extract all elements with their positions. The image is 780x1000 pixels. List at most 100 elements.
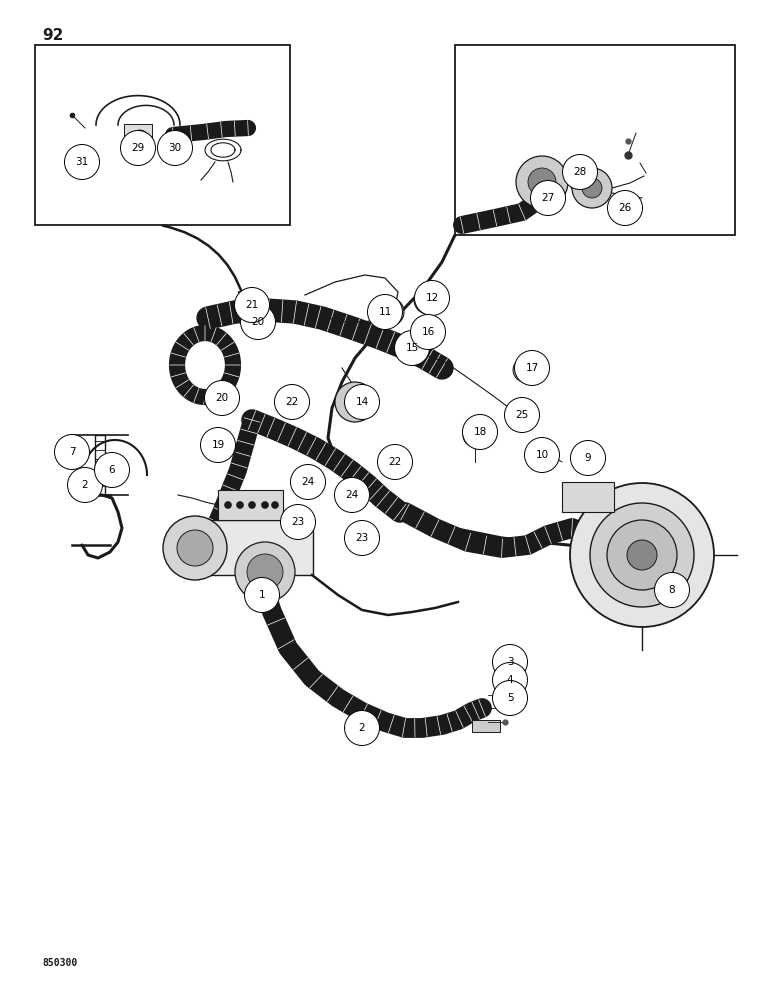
- Text: 20: 20: [215, 393, 229, 403]
- Circle shape: [414, 286, 442, 314]
- Circle shape: [463, 414, 498, 450]
- Text: 19: 19: [211, 440, 225, 450]
- Circle shape: [524, 438, 559, 473]
- Text: 9: 9: [585, 453, 591, 463]
- Circle shape: [505, 405, 525, 425]
- Circle shape: [225, 502, 232, 508]
- Circle shape: [572, 168, 612, 208]
- Circle shape: [654, 572, 690, 608]
- Text: 12: 12: [425, 293, 438, 303]
- Text: 4: 4: [507, 675, 513, 685]
- Circle shape: [570, 440, 605, 476]
- Text: 16: 16: [421, 327, 434, 337]
- Circle shape: [367, 294, 402, 330]
- Circle shape: [513, 358, 537, 382]
- Circle shape: [235, 288, 270, 322]
- Circle shape: [492, 645, 527, 680]
- Circle shape: [570, 483, 714, 627]
- Text: 24: 24: [346, 490, 359, 500]
- Circle shape: [55, 434, 90, 470]
- Text: 8: 8: [668, 585, 675, 595]
- Text: 17: 17: [526, 363, 539, 373]
- Circle shape: [505, 397, 540, 432]
- Circle shape: [200, 428, 236, 462]
- Circle shape: [204, 380, 239, 416]
- Circle shape: [345, 384, 380, 420]
- Bar: [218, 490, 283, 520]
- Text: 6: 6: [108, 465, 115, 475]
- Circle shape: [345, 392, 365, 412]
- Text: 30: 30: [168, 143, 182, 153]
- Circle shape: [275, 384, 310, 420]
- Circle shape: [562, 155, 597, 190]
- Text: 2: 2: [82, 480, 88, 490]
- Text: 2: 2: [359, 723, 365, 733]
- Text: 23: 23: [292, 517, 305, 527]
- Circle shape: [177, 530, 213, 566]
- Circle shape: [235, 542, 295, 602]
- Circle shape: [244, 578, 279, 612]
- Text: 20: 20: [251, 317, 264, 327]
- Text: 21: 21: [246, 300, 259, 310]
- Text: 29: 29: [131, 143, 144, 153]
- Bar: [124, 124, 152, 152]
- Circle shape: [158, 130, 193, 165]
- Text: 18: 18: [473, 427, 487, 437]
- Circle shape: [492, 680, 527, 716]
- Circle shape: [627, 540, 657, 570]
- Circle shape: [607, 520, 677, 590]
- Circle shape: [383, 305, 397, 319]
- Circle shape: [395, 330, 430, 365]
- Text: 31: 31: [76, 157, 89, 167]
- Circle shape: [335, 478, 370, 512]
- Circle shape: [582, 178, 602, 198]
- Text: 26: 26: [619, 203, 632, 213]
- Text: 25: 25: [516, 410, 529, 420]
- Circle shape: [236, 502, 243, 508]
- Bar: [562, 482, 614, 512]
- Circle shape: [271, 502, 278, 508]
- Bar: [455, 45, 735, 235]
- Bar: [188, 520, 313, 575]
- Text: 92: 92: [42, 28, 63, 43]
- Bar: [252, 580, 272, 590]
- Circle shape: [515, 351, 549, 385]
- Circle shape: [590, 503, 694, 607]
- Text: 23: 23: [356, 533, 369, 543]
- Circle shape: [281, 504, 315, 540]
- Text: 3: 3: [507, 657, 513, 667]
- Text: 28: 28: [573, 167, 587, 177]
- Text: 10: 10: [535, 450, 548, 460]
- Text: 11: 11: [378, 307, 392, 317]
- Text: 22: 22: [388, 457, 402, 467]
- Circle shape: [530, 180, 566, 216]
- Circle shape: [68, 468, 102, 502]
- Text: 1: 1: [259, 590, 265, 600]
- Circle shape: [345, 520, 380, 556]
- Circle shape: [408, 338, 428, 358]
- Circle shape: [249, 502, 256, 508]
- Circle shape: [290, 464, 325, 499]
- Circle shape: [492, 662, 527, 698]
- Circle shape: [345, 710, 380, 746]
- Circle shape: [410, 314, 445, 350]
- Text: 24: 24: [301, 477, 314, 487]
- Circle shape: [65, 144, 100, 180]
- Circle shape: [94, 452, 129, 488]
- Circle shape: [422, 322, 442, 342]
- Bar: [35, 45, 290, 225]
- Circle shape: [608, 190, 643, 226]
- Text: 27: 27: [541, 193, 555, 203]
- Circle shape: [378, 444, 413, 480]
- Circle shape: [421, 293, 435, 307]
- Text: 14: 14: [356, 397, 369, 407]
- Circle shape: [163, 516, 227, 580]
- Text: 7: 7: [69, 447, 76, 457]
- Circle shape: [528, 168, 556, 196]
- Circle shape: [414, 280, 449, 316]
- Circle shape: [240, 304, 275, 340]
- Circle shape: [247, 554, 283, 590]
- Text: 22: 22: [285, 397, 299, 407]
- Circle shape: [376, 298, 404, 326]
- Circle shape: [261, 502, 268, 508]
